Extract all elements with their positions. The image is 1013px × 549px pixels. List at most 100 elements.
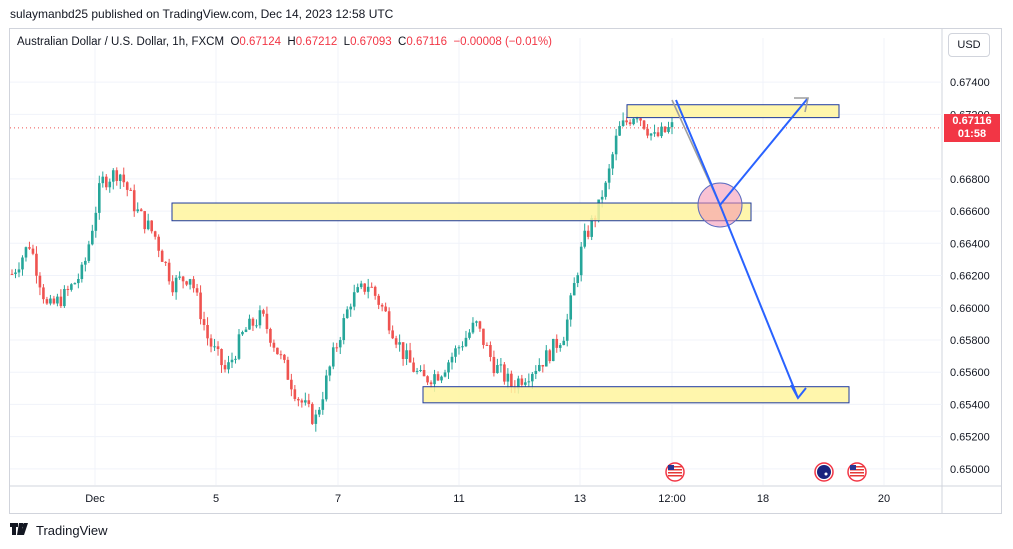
- candle-body: [206, 324, 209, 339]
- y-tick-label: 0.66400: [950, 238, 990, 250]
- candle-body: [544, 350, 548, 367]
- candle-body: [132, 190, 136, 212]
- candle: [272, 339, 276, 352]
- candle: [307, 393, 311, 408]
- candle: [478, 320, 482, 332]
- candle-body: [401, 342, 405, 360]
- candle: [206, 317, 209, 346]
- candle-body: [14, 272, 17, 275]
- low-value: 0.67093: [350, 36, 392, 48]
- candle-body: [429, 382, 433, 385]
- candle: [366, 278, 370, 299]
- x-tick-label: 5: [213, 493, 219, 505]
- flag-stripe: [850, 469, 864, 471]
- high-value: 0.67212: [295, 36, 338, 48]
- tradingview-logo-icon[interactable]: [10, 523, 32, 538]
- change-value: −0.00008 (−0.01%): [453, 36, 552, 48]
- currency-button[interactable]: USD: [948, 33, 990, 57]
- candle-body: [174, 277, 178, 293]
- candle: [136, 202, 140, 214]
- candle-body: [276, 347, 279, 355]
- candle: [642, 119, 646, 131]
- candle: [181, 275, 185, 289]
- x-tick-label: 7: [335, 493, 341, 505]
- candle: [380, 303, 384, 312]
- candle: [604, 181, 607, 200]
- candle-body: [307, 400, 311, 404]
- candle: [14, 268, 17, 279]
- candle: [520, 374, 524, 388]
- x-tick-label: 11: [453, 493, 464, 505]
- candle: [286, 356, 290, 381]
- candle: [28, 241, 31, 250]
- candle: [538, 358, 541, 372]
- au-flag-icon[interactable]: [814, 462, 834, 482]
- candle-body: [510, 373, 513, 387]
- us-flag-icon[interactable]: [847, 462, 867, 482]
- y-tick-label: 0.65800: [950, 335, 990, 347]
- candle: [42, 284, 45, 304]
- candle-body: [286, 359, 290, 380]
- candle-body: [35, 253, 38, 276]
- y-tick-label: 0.66800: [950, 174, 990, 186]
- candle: [485, 342, 489, 346]
- candle: [391, 325, 394, 340]
- footer-brand[interactable]: TradingView: [36, 523, 108, 538]
- candle-body: [506, 373, 510, 382]
- candle: [101, 171, 105, 188]
- candle-body: [223, 365, 227, 370]
- candle: [415, 367, 419, 375]
- candle: [283, 353, 286, 364]
- candle-body: [324, 375, 328, 400]
- candle-body: [213, 346, 216, 348]
- candle: [328, 365, 332, 382]
- flag-stripe: [850, 475, 864, 477]
- candle: [335, 342, 339, 352]
- candle: [297, 397, 300, 407]
- candle-body: [293, 389, 297, 399]
- candle: [541, 364, 545, 373]
- candle-body: [576, 275, 580, 284]
- y-tick-label: 0.65600: [950, 367, 990, 379]
- publish-info: sulaymanbd25 published on TradingView.co…: [10, 7, 394, 21]
- candle-body: [394, 338, 398, 345]
- flag-stripe: [850, 466, 864, 468]
- candle-body: [415, 370, 419, 372]
- candle-body: [171, 281, 174, 293]
- candle-body: [426, 376, 429, 383]
- candle: [167, 258, 171, 285]
- candle-body: [447, 362, 450, 373]
- candle-body: [234, 358, 237, 360]
- candle: [653, 124, 656, 137]
- candle-body: [471, 322, 475, 333]
- candle-body: [380, 304, 384, 307]
- candle-body: [670, 122, 674, 128]
- x-tick-label: 13: [574, 493, 586, 505]
- candle-body: [70, 284, 73, 290]
- candle: [475, 320, 478, 327]
- candle-body: [373, 286, 377, 296]
- candle-body: [181, 276, 185, 282]
- us-flag-icon[interactable]: [665, 462, 685, 482]
- candle: [331, 342, 335, 370]
- candle-body: [297, 398, 300, 401]
- candle: [405, 343, 408, 366]
- candle-body: [527, 381, 531, 383]
- candle: [558, 343, 562, 352]
- flag-stripe: [668, 472, 682, 474]
- candle: [87, 240, 91, 264]
- candle-body: [517, 378, 520, 389]
- candle-body: [73, 283, 77, 285]
- open-value: 0.67124: [239, 36, 281, 48]
- candle: [178, 271, 181, 280]
- candle: [157, 234, 160, 258]
- candle-body: [541, 365, 545, 367]
- candle-body: [359, 283, 363, 288]
- candle: [370, 282, 373, 288]
- candle-body: [653, 132, 656, 134]
- candle: [461, 341, 464, 351]
- candle: [408, 342, 412, 363]
- candle-body: [160, 250, 164, 262]
- candle: [579, 241, 583, 282]
